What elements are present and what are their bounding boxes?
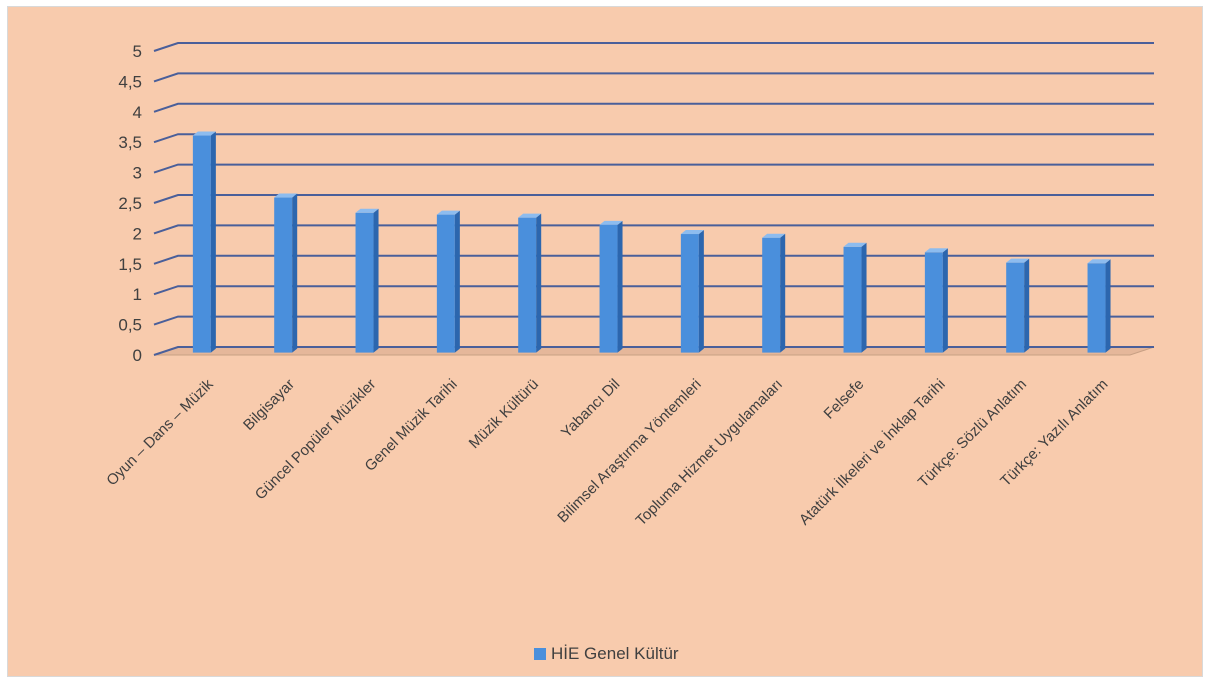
bar-side bbox=[454, 210, 460, 353]
bar-top bbox=[518, 213, 542, 218]
bar-front bbox=[518, 217, 537, 353]
bar bbox=[843, 242, 867, 353]
bar-side bbox=[373, 208, 379, 353]
x-category-label: Bilgisayar bbox=[240, 376, 298, 434]
gridline bbox=[153, 224, 1154, 235]
bar-side bbox=[780, 233, 786, 353]
bar bbox=[1006, 258, 1030, 353]
bar-top bbox=[1087, 259, 1111, 264]
bar-front bbox=[762, 237, 781, 353]
x-category-label: Oyun – Dans – Müzik bbox=[103, 375, 217, 489]
x-category-label: Atatürk İlkeleri ve İnklap Tarihi bbox=[795, 375, 948, 528]
gridline bbox=[153, 72, 1154, 83]
bar-top bbox=[599, 220, 623, 225]
bar-top bbox=[924, 248, 948, 253]
bar-top bbox=[274, 193, 298, 198]
bar-front bbox=[599, 224, 618, 353]
y-tick-label: 2,5 bbox=[118, 194, 142, 213]
y-tick-label: 2 bbox=[133, 224, 142, 243]
bar-front bbox=[1006, 262, 1025, 353]
gridline bbox=[153, 285, 1154, 296]
bar-front bbox=[355, 212, 374, 353]
y-tick-label: 1 bbox=[133, 285, 142, 304]
y-tick-label: 3,5 bbox=[118, 133, 142, 152]
bar-front bbox=[274, 197, 293, 353]
x-category-label: Felsefe bbox=[821, 376, 868, 423]
legend-swatch bbox=[534, 648, 546, 660]
bar bbox=[762, 233, 786, 353]
y-tick-label: 5 bbox=[133, 42, 142, 61]
bar-side bbox=[536, 213, 542, 353]
x-category-label: Müzik Kültürü bbox=[466, 376, 542, 452]
bar-front bbox=[924, 252, 943, 353]
bar bbox=[518, 213, 542, 353]
bar bbox=[192, 131, 216, 353]
bar bbox=[1087, 259, 1111, 353]
x-category-label: Yabancı Dil bbox=[558, 376, 623, 441]
bar-front bbox=[436, 214, 455, 353]
bar bbox=[599, 220, 623, 353]
bar-top bbox=[843, 242, 867, 247]
bar-front bbox=[843, 246, 862, 353]
bar-top bbox=[436, 210, 460, 215]
y-tick-label: 4 bbox=[133, 103, 142, 122]
bar-side bbox=[861, 242, 867, 353]
gridline bbox=[153, 194, 1154, 204]
bar-side bbox=[698, 230, 704, 353]
gridline bbox=[153, 346, 1154, 356]
column-chart: 0 0,5 1 1,5 2 2,5 3 3,5 4 4,5 5 Oyun – Dans – Müzi… bbox=[103, 42, 1155, 529]
gridline bbox=[153, 133, 1154, 144]
y-tick-label: 0,5 bbox=[118, 316, 142, 335]
x-category-label: Topluma Hizmet Uygulamaları bbox=[633, 376, 786, 529]
bar-side bbox=[617, 220, 623, 353]
y-tick-label: 4,5 bbox=[118, 72, 142, 91]
y-tick-label: 3 bbox=[133, 164, 142, 183]
gridline bbox=[153, 102, 1154, 113]
y-tick-label: 0 bbox=[133, 346, 142, 365]
bar-top bbox=[762, 233, 786, 238]
bar bbox=[355, 208, 379, 353]
gridline bbox=[153, 163, 1154, 174]
bar bbox=[924, 248, 948, 353]
y-tick-label: 1,5 bbox=[118, 255, 142, 274]
bar-top bbox=[680, 230, 704, 235]
bar bbox=[680, 230, 704, 353]
bar-top bbox=[192, 131, 216, 136]
bar-top bbox=[1006, 258, 1030, 263]
bar-side bbox=[942, 248, 948, 353]
gridline bbox=[153, 254, 1154, 265]
bar-top bbox=[355, 208, 379, 213]
bar-side bbox=[210, 131, 216, 353]
bar bbox=[274, 193, 298, 353]
legend: HİE Genel Kültür bbox=[534, 644, 679, 664]
bar-side bbox=[1105, 259, 1111, 353]
x-category-label: Bilimsel Araştırma Yöntemleri bbox=[554, 376, 704, 526]
gridline bbox=[153, 315, 1154, 326]
bar-side bbox=[292, 193, 298, 353]
chart-floor bbox=[153, 346, 1155, 356]
gridline bbox=[153, 42, 1154, 52]
bar-side bbox=[1024, 258, 1030, 353]
bar-front bbox=[680, 234, 699, 353]
chart-area: 0 0,5 1 1,5 2 2,5 3 3,5 4 4,5 5 Oyun – Dans – Müzi… bbox=[7, 6, 1203, 677]
bar-front bbox=[1087, 263, 1106, 353]
bar-front bbox=[192, 135, 211, 353]
bar bbox=[436, 210, 460, 353]
legend-label: HİE Genel Kültür bbox=[551, 644, 679, 663]
